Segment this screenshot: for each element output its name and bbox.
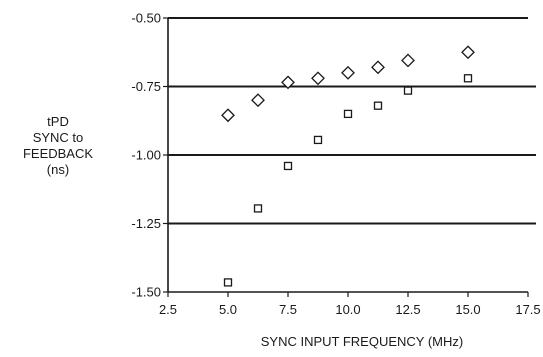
y-axis-label-line-1: SYNC to [33, 130, 84, 145]
data-point-diamond [371, 60, 385, 75]
data-point-diamond [461, 45, 475, 60]
data-point-diamond [401, 53, 415, 68]
x-tick-label: 2.5 [159, 302, 177, 317]
data-point-diamond [311, 71, 325, 86]
data-point-square [373, 101, 383, 110]
data-point-square [463, 74, 473, 83]
x-tick-label: 10.0 [335, 302, 360, 317]
x-tick-label: 7.5 [279, 302, 297, 317]
data-point-square [223, 278, 233, 287]
y-tick-label: -1.00 [131, 148, 161, 163]
data-point-square [253, 204, 263, 213]
y-axis-label-line-3: (ns) [47, 162, 69, 177]
data-point-square [283, 161, 293, 171]
data-point-diamond [221, 108, 235, 123]
x-axis: 2.5 5.0 7.5 10.0 12.5 15.0 17.5 [159, 292, 541, 317]
data-marks [221, 45, 475, 287]
x-tick-label: 17.5 [515, 302, 540, 317]
grid-lines [168, 85, 536, 225]
x-tick-label: 12.5 [395, 302, 420, 317]
y-axis-label-line-0: tPD [47, 114, 69, 129]
y-axis: -0.50 -0.75 -1.00 -1.25 -1.50 [131, 11, 168, 300]
y-tick-label: -1.25 [131, 216, 161, 231]
data-point-square [343, 109, 353, 119]
y-axis-label-line-2: FEEDBACK [23, 146, 93, 161]
data-point-diamond [281, 75, 295, 90]
data-point-square [403, 86, 413, 95]
x-tick-label: 15.0 [455, 302, 480, 317]
data-point-diamond [341, 65, 355, 80]
y-tick-label: -1.50 [131, 285, 161, 300]
data-point-square [313, 135, 323, 145]
x-axis-label: SYNC INPUT FREQUENCY (MHz) [261, 334, 463, 349]
data-point-diamond [251, 93, 265, 108]
y-tick-label: -0.50 [131, 11, 161, 26]
x-tick-label: 5.0 [219, 302, 237, 317]
y-tick-label: -0.75 [131, 79, 161, 94]
